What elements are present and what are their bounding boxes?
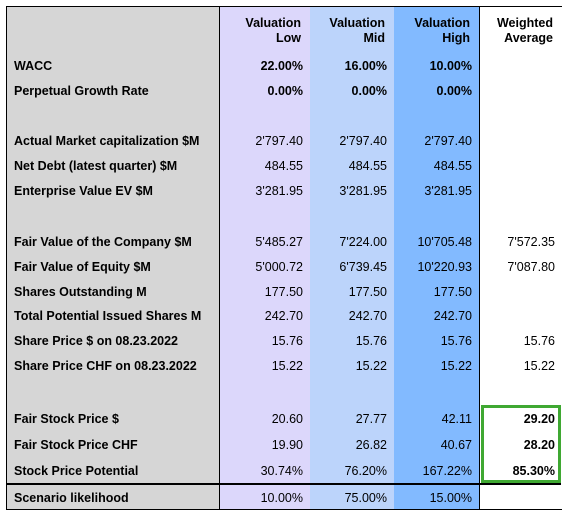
highlight-box: [481, 405, 561, 483]
table-row: Actual Market capitalization $M 2'797.40 2…: [7, 132, 563, 152]
column-divider: [479, 7, 480, 509]
value-low: 5'485.27: [255, 235, 303, 249]
value-low: 177.50: [264, 285, 303, 299]
value-low: 22.00%: [260, 59, 303, 73]
value-low: 484.55: [264, 159, 303, 173]
value-high: 10'705.48: [417, 235, 472, 249]
value-high: 15.22: [440, 359, 472, 373]
value-mid: 26.82: [355, 438, 387, 452]
header-valuation-low: Valuation Low: [245, 16, 301, 45]
value-mid: 76.20%: [344, 464, 387, 478]
value-mid: 3'281.95: [339, 184, 387, 198]
value-high: 2'797.40: [424, 134, 472, 148]
value-weighted: 85.30%: [512, 464, 555, 478]
value-weighted: 28.20: [523, 438, 555, 452]
weighted-average-column: [479, 7, 563, 509]
table-row: Net Debt (latest quarter) $M 484.55 484.55…: [7, 157, 563, 177]
table-row: Fair Stock Price $ 20.60 27.77 42.11 29.20: [7, 410, 563, 430]
value-weighted: 29.20: [523, 412, 555, 426]
row-label: WACC: [14, 59, 53, 73]
value-mid: 7'224.00: [339, 235, 387, 249]
value-low: 19.90: [271, 438, 303, 452]
table-row: Stock Price Potential 30.74% 76.20% 167.22%…: [7, 462, 563, 482]
value-high: 177.50: [433, 285, 472, 299]
row-label: Share Price $ on 08.23.2022: [14, 334, 178, 348]
row-label: Stock Price Potential: [14, 464, 139, 478]
column-divider: [219, 7, 220, 509]
row-label: Shares Outstanding M: [14, 285, 147, 299]
valuation-low-column: [219, 7, 310, 509]
value-high: 10.00%: [429, 59, 472, 73]
table-row: Total Potential Issued Shares M 242.70 242…: [7, 307, 563, 327]
table-row: Share Price $ on 08.23.2022 15.76 15.76 15.…: [7, 332, 563, 352]
value-high: 10'220.93: [417, 260, 472, 274]
row-label: Enterprise Value EV $M: [14, 184, 153, 198]
value-mid: 177.50: [348, 285, 387, 299]
value-mid: 15.22: [355, 359, 387, 373]
value-mid: 6'739.45: [339, 260, 387, 274]
value-low: 20.60: [271, 412, 303, 426]
value-weighted: 15.22: [523, 359, 555, 373]
table-row: Scenario likelihood 10.00% 75.00% 15.00%: [7, 489, 563, 509]
value-high: 0.00%: [436, 84, 472, 98]
valuation-table: Valuation Low Valuation Mid Valuation High …: [6, 6, 563, 510]
valuation-high-column: [394, 7, 479, 509]
value-mid: 27.77: [355, 412, 387, 426]
value-mid: 16.00%: [344, 59, 387, 73]
value-low: 3'281.95: [255, 184, 303, 198]
value-weighted: 7'572.35: [507, 235, 555, 249]
value-low: 0.00%: [267, 84, 303, 98]
value-high: 15.00%: [429, 491, 472, 505]
value-mid: 2'797.40: [339, 134, 387, 148]
table-row: Perpetual Growth Rate 0.00% 0.00% 0.00%: [7, 82, 563, 102]
row-label: Share Price CHF on 08.23.2022: [14, 359, 197, 373]
valuation-mid-column: [310, 7, 394, 509]
value-mid: 15.76: [355, 334, 387, 348]
value-weighted: 15.76: [523, 334, 555, 348]
table-row: WACC 22.00% 16.00% 10.00%: [7, 57, 563, 77]
value-low: 2'797.40: [255, 134, 303, 148]
value-high: 3'281.95: [424, 184, 472, 198]
table-row: Fair Value of Equity $M 5'000.72 6'739.45 1…: [7, 258, 563, 278]
value-low: 15.76: [271, 334, 303, 348]
row-label: Fair Value of the Company $M: [14, 235, 192, 249]
row-label: Perpetual Growth Rate: [14, 84, 149, 98]
header-weighted-average: Weighted Average: [496, 16, 553, 45]
value-mid: 0.00%: [351, 84, 387, 98]
label-column: [7, 7, 219, 509]
value-mid: 75.00%: [344, 491, 387, 505]
table-row: Share Price CHF on 08.23.2022 15.22 15.22 1…: [7, 357, 563, 377]
table-row: Enterprise Value EV $M 3'281.95 3'281.95 3'…: [7, 182, 563, 202]
table-row: Shares Outstanding M 177.50 177.50 177.50: [7, 283, 563, 303]
row-label: Fair Value of Equity $M: [14, 260, 151, 274]
row-label: Total Potential Issued Shares M: [14, 309, 202, 323]
value-high: 40.67: [440, 438, 472, 452]
value-low: 15.22: [271, 359, 303, 373]
row-label: Actual Market capitalization $M: [14, 134, 200, 148]
value-low: 30.74%: [260, 464, 303, 478]
table-row: Fair Stock Price CHF 19.90 26.82 40.67 28.20: [7, 436, 563, 456]
header-valuation-mid: Valuation Mid: [329, 16, 385, 45]
value-low: 242.70: [264, 309, 303, 323]
value-low: 5'000.72: [255, 260, 303, 274]
value-high: 42.11: [441, 412, 472, 426]
value-high: 484.55: [433, 159, 472, 173]
row-label: Scenario likelihood: [14, 491, 129, 505]
table-row: Fair Value of the Company $M 5'485.27 7'22…: [7, 233, 563, 253]
value-mid: 484.55: [348, 159, 387, 173]
row-label: Fair Stock Price $: [14, 412, 119, 426]
row-label: Fair Stock Price CHF: [14, 438, 138, 452]
row-label: Net Debt (latest quarter) $M: [14, 159, 178, 173]
value-mid: 242.70: [348, 309, 387, 323]
row-divider: [7, 483, 561, 485]
value-weighted: 7'087.80: [507, 260, 555, 274]
value-low: 10.00%: [260, 491, 303, 505]
value-high: 15.76: [440, 334, 472, 348]
value-high: 242.70: [433, 309, 472, 323]
header-valuation-high: Valuation High: [414, 16, 470, 45]
value-high: 167.22%: [422, 464, 472, 478]
